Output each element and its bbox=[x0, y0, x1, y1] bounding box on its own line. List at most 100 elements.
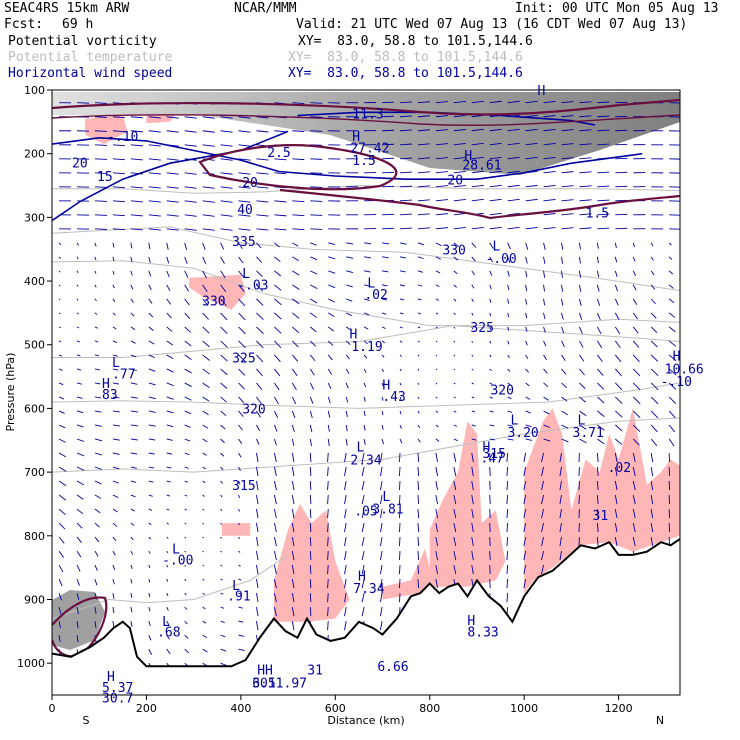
wind-vector bbox=[112, 158, 125, 161]
wind-vector bbox=[202, 298, 209, 306]
y-tick-label-100: 100 bbox=[24, 84, 45, 97]
wind-vector bbox=[382, 101, 395, 104]
wind-vector bbox=[58, 635, 61, 642]
wind-vector bbox=[184, 438, 191, 442]
wind-vector bbox=[417, 143, 430, 146]
wind-vector bbox=[184, 130, 197, 133]
wind-vector bbox=[525, 270, 528, 278]
wind-vector bbox=[202, 438, 208, 443]
wind-vector bbox=[650, 494, 654, 505]
wind-vector bbox=[417, 157, 430, 160]
wind-vector bbox=[561, 340, 565, 348]
wind-vector bbox=[363, 410, 366, 417]
theta-contour-320 bbox=[52, 325, 680, 358]
wind-vector bbox=[614, 508, 618, 519]
wind-vector bbox=[220, 438, 225, 444]
wind-vector bbox=[435, 171, 448, 174]
wind-vector bbox=[435, 101, 448, 104]
wind-vector bbox=[112, 116, 125, 119]
wind-vector bbox=[361, 536, 365, 547]
wind-vector bbox=[453, 522, 457, 533]
y-tick-label-1000: 1000 bbox=[17, 657, 45, 670]
wind-vector bbox=[453, 142, 466, 146]
theta-contour-325 bbox=[52, 260, 680, 327]
wind-vector bbox=[76, 621, 79, 629]
wind-vector bbox=[363, 340, 368, 345]
wind-vector bbox=[417, 452, 420, 463]
wind-vector bbox=[184, 648, 190, 654]
wind-vector bbox=[112, 270, 115, 275]
wind-vector bbox=[632, 256, 636, 262]
wind-vector bbox=[507, 396, 512, 400]
wind-vector bbox=[94, 270, 97, 274]
wind-vector bbox=[435, 508, 438, 519]
x-tick-label-1200: 1200 bbox=[605, 702, 633, 715]
wind-vector bbox=[273, 508, 277, 519]
wind-vector bbox=[435, 213, 448, 216]
wind-vector bbox=[94, 382, 101, 385]
wind-vector bbox=[541, 466, 544, 477]
wind-vector bbox=[94, 578, 98, 586]
wind-vector bbox=[561, 157, 574, 160]
wind-vector bbox=[668, 410, 676, 419]
wind-vector bbox=[380, 452, 383, 463]
wind-vector bbox=[328, 242, 336, 245]
wind-vector bbox=[94, 186, 107, 188]
wind-vector bbox=[202, 634, 208, 638]
wind-vector bbox=[453, 340, 456, 343]
wind-vector bbox=[94, 214, 107, 216]
wind-vector bbox=[184, 270, 189, 278]
wind-vector bbox=[561, 185, 574, 188]
wind-vector bbox=[273, 410, 279, 418]
wind-vector bbox=[543, 242, 546, 250]
wind-vector bbox=[220, 186, 233, 189]
wind-vector bbox=[220, 424, 226, 430]
wind-vector bbox=[614, 326, 621, 335]
wind-vector bbox=[361, 522, 365, 533]
wind-vector bbox=[220, 578, 223, 581]
annotation-18: L bbox=[367, 276, 375, 291]
wind-vector bbox=[130, 298, 134, 303]
wind-vector bbox=[202, 578, 205, 581]
wind-vector bbox=[597, 227, 610, 230]
wind-vector bbox=[380, 522, 383, 533]
wind-vector bbox=[523, 466, 527, 477]
wind-vector bbox=[58, 466, 67, 472]
wind-vector bbox=[596, 466, 599, 477]
wind-vector bbox=[435, 227, 448, 230]
wind-vector bbox=[256, 354, 264, 363]
wind-vector bbox=[561, 227, 574, 230]
wind-vector bbox=[399, 382, 402, 386]
wind-vector bbox=[380, 508, 383, 519]
wind-vector bbox=[184, 284, 190, 292]
wind-vector bbox=[220, 466, 224, 471]
wind-vector bbox=[58, 312, 61, 315]
wind-vector bbox=[579, 199, 592, 202]
wind-vector bbox=[453, 480, 457, 491]
wind-vector bbox=[346, 284, 353, 288]
annotation-65: .77 bbox=[112, 367, 135, 382]
wind-vector bbox=[291, 550, 295, 561]
wind-vector bbox=[327, 424, 330, 432]
wind-vector bbox=[202, 592, 205, 595]
wind-vector bbox=[292, 326, 300, 334]
wind-vector bbox=[596, 312, 601, 321]
annotation-37: L bbox=[162, 615, 170, 630]
wind-vector bbox=[328, 256, 336, 260]
wind-vector bbox=[238, 466, 241, 471]
wind-vector bbox=[256, 593, 259, 603]
annotation-57: 10.66 bbox=[665, 362, 704, 377]
wind-vector bbox=[361, 508, 365, 519]
wind-vector bbox=[256, 200, 269, 203]
wind-vector bbox=[597, 115, 610, 118]
wind-vector bbox=[94, 536, 100, 543]
wind-vector bbox=[184, 228, 197, 231]
wind-vector bbox=[238, 494, 241, 499]
wind-vector bbox=[202, 242, 206, 250]
wind-vector bbox=[435, 466, 438, 477]
wind-vector bbox=[148, 144, 161, 147]
wind-vector bbox=[112, 172, 125, 175]
wind-vector bbox=[507, 382, 511, 386]
wind-vector bbox=[184, 116, 197, 119]
wind-vector bbox=[596, 242, 599, 249]
